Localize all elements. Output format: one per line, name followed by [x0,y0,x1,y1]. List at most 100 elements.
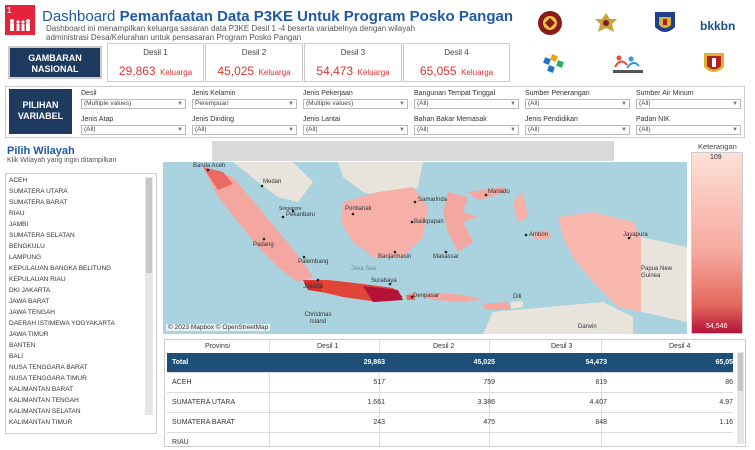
chevron-down-icon: ▼ [177,101,183,107]
title-main: Pemanfaatan Data P3KE Untuk Program Posk… [119,8,514,25]
map-label: Ambon [529,232,549,238]
tnp2k-logo [611,53,647,75]
desil-1-value: 29,863 [118,64,156,78]
filter-bahan-bakar-value: (All) [417,126,429,133]
list-scrollbar[interactable] [145,177,153,415]
filter-label-jenis-dinding: Jenis Dinding [192,116,235,123]
list-item[interactable]: JAWA BARAT [9,298,50,305]
list-item[interactable]: SUMATERA BARAT [9,199,68,206]
pilih-wilayah-title: Pilih Wilayah [7,145,75,157]
filter-desil-select[interactable]: (Multiple values) ▼ [81,99,186,109]
filter-jenis-pendidikan-select[interactable]: (All) ▼ [525,125,630,135]
map-title-bar [212,141,614,161]
table-row[interactable]: RIAU [167,433,733,446]
bkkbn-text: bkkbn [700,19,736,33]
list-item[interactable]: KALIMANTAN TENGAH [9,397,79,404]
desil-4-summary: Desil 4 65,055 Keluarga [403,43,510,82]
col-header-desil-1[interactable]: Desil 1 [317,343,339,350]
list-item[interactable]: KEPULAUAN RIAU [9,276,66,283]
chevron-down-icon: ▼ [510,101,516,107]
regional-emblem-icon [701,49,727,77]
filter-padan-nik-value: (All) [639,126,651,133]
list-item[interactable]: SUMATERA SELATAN [9,232,75,239]
list-item[interactable]: DAERAH ISTIMEWA YOGYAKARTA [9,320,115,327]
filter-jenis-pekerjaan-select[interactable]: (Multiple values) ▼ [303,99,408,109]
filter-label-bahan-bakar: Bahan Bakar Memasak [414,116,487,123]
list-item[interactable]: NUSA TENGGARA BARAT [9,364,88,371]
chevron-down-icon: ▼ [510,127,516,133]
cell-desil-1: 29,863 [363,359,385,366]
map-label: Denpasar [413,293,440,299]
map-label: Padang [253,242,274,248]
filter-label-jenis-atap: Jenis Atap [81,116,114,123]
list-item[interactable]: JAWA TENGAH [9,309,55,316]
desil-4-label: Desil 4 [444,48,469,57]
list-item[interactable]: SUMATERA UTARA [9,188,68,195]
map-label: Jakarta [303,284,323,290]
list-item[interactable]: KEPULAUAN BANGKA BELITUNG [9,265,112,272]
list-item[interactable]: LAMPUNG [9,254,42,261]
filter-label-desil: Desil [81,90,97,97]
map-label: Banda Aceh [193,163,226,169]
cell-desil-3: 848 [595,419,607,426]
col-header-desil-3[interactable]: Desil 3 [551,343,573,350]
map-label: Samarinda [418,197,448,203]
filter-label-jenis-pendidikan: Jenis Pendidikan [525,116,578,123]
chevron-down-icon: ▼ [621,101,627,107]
table-scrollbar[interactable] [737,352,744,444]
choropleth-map[interactable]: Banda Aceh Medan Pekanbaru Singapore Pad… [163,162,687,334]
col-header-desil-4[interactable]: Desil 4 [669,343,691,350]
desil-4-value: 65,055 [419,64,457,78]
row-name: SUMATERA BARAT [172,419,235,426]
list-item[interactable]: DKI JAKARTA [9,287,51,294]
legend-title: Keterangan [698,142,737,151]
table-row[interactable]: SUMATERA BARAT 243 475 848 1.16 [167,413,733,433]
table-row[interactable]: ACEH 517 759 819 86 [167,373,733,393]
chevron-down-icon: ▼ [621,127,627,133]
chevron-down-icon: ▼ [399,101,405,107]
sdg-number: 1 [7,6,12,15]
filter-sumber-air-select[interactable]: (All) ▼ [636,99,741,109]
list-item[interactable]: NUSA TENGGARA TIMUR [9,375,87,382]
cell-desil-3: 819 [595,379,607,386]
list-item[interactable]: BENGKULU [9,243,45,250]
legend-min-value: 109 [710,154,722,161]
cell-desil-4: 4.97 [719,399,733,406]
list-scrollbar-thumb[interactable] [146,178,152,273]
table-row[interactable]: SUMATERA UTARA 1.661 3.386 4.407 4.97 [167,393,733,413]
map-label: Makassar [433,254,460,260]
desil-2-unit: Keluarga [258,68,291,77]
filter-jenis-dinding-select[interactable]: (All) ▼ [192,125,297,135]
desil-1-summary: Desil 1 29,863 Keluarga [107,43,204,82]
col-header-desil-2[interactable]: Desil 2 [433,343,455,350]
col-header-provinsi[interactable]: Provinsi [205,343,230,350]
filter-desil-value: (Multiple values) [84,100,132,107]
list-item[interactable]: KALIMANTAN BARAT [9,386,74,393]
filter-sumber-penerangan-select[interactable]: (All) ▼ [525,99,630,109]
list-item[interactable]: ACEH [9,177,28,184]
desil-table: Provinsi Desil 1 Desil 2 Desil 3 Desil 4… [164,339,746,447]
list-item[interactable]: JAMBI [9,221,29,228]
filter-jenis-atap-select[interactable]: (All) ▼ [81,125,186,135]
filter-jenis-dinding-value: (All) [195,126,207,133]
bkkbn-logo: bkkbn [700,17,748,35]
map-label: Christmas Island [304,312,332,325]
table-row-total[interactable]: Total 29,863 45,025 54,473 65,05 [167,353,733,373]
list-item[interactable]: KALIMANTAN SELATAN [9,408,81,415]
map-label: Manado [488,189,510,195]
kemendagri-icon [654,11,676,37]
filter-jenis-kelamin-select[interactable]: Perempuan ▼ [192,99,297,109]
desil-3-label: Desil 3 [340,48,366,57]
list-item[interactable]: KALIMANTAN TIMUR [9,419,73,426]
filter-bangunan-select[interactable]: (All) ▼ [414,99,519,109]
filter-jenis-lantai-select[interactable]: (All) ▼ [303,125,408,135]
list-item[interactable]: RIAU [9,210,25,217]
map-label: Jayapura [623,232,648,238]
list-item[interactable]: BANTEN [9,342,36,349]
filter-padan-nik-select[interactable]: (All) ▼ [636,125,741,135]
filter-bahan-bakar-select[interactable]: (All) ▼ [414,125,519,135]
list-item[interactable]: BALI [9,353,24,360]
chevron-down-icon: ▼ [732,127,738,133]
list-item[interactable]: JAWA TIMUR [9,331,49,338]
table-scrollbar-thumb[interactable] [738,353,743,391]
